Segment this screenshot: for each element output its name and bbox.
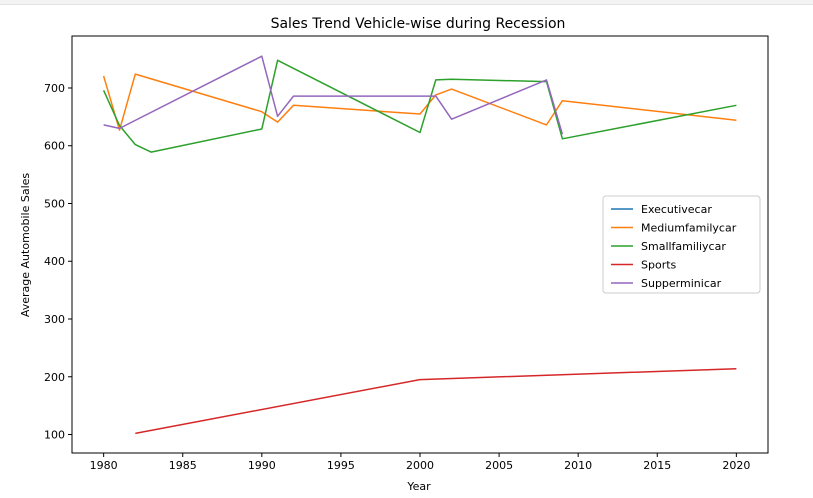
series-line-mediumfamilycar bbox=[102, 73, 737, 131]
legend-box bbox=[602, 195, 761, 294]
y-tick-label: 300 bbox=[44, 313, 65, 326]
notebook-output-border bbox=[0, 0, 813, 5]
x-tick-label: 1980 bbox=[90, 459, 118, 472]
series-line-sports bbox=[135, 367, 737, 435]
y-tick-label: 100 bbox=[44, 429, 65, 442]
legend-label: Supperminicar bbox=[641, 277, 722, 290]
x-tick-label: 2010 bbox=[564, 459, 592, 472]
x-tick-label: 2020 bbox=[722, 459, 750, 472]
y-axis: 100 200 300 400 500 600 700 bbox=[44, 82, 72, 442]
legend-label: Executivecar bbox=[641, 203, 712, 216]
series-line-smallfamiliycar bbox=[102, 59, 737, 153]
x-tick-label: 2005 bbox=[485, 459, 513, 472]
y-tick-label: 600 bbox=[44, 140, 65, 153]
series-lines bbox=[102, 55, 737, 435]
x-tick-label: 1990 bbox=[248, 459, 276, 472]
x-axis: 1980 1985 1990 1995 2000 2005 2010 2015 2020 bbox=[90, 453, 750, 472]
y-axis-title: Average Automobile Sales bbox=[19, 173, 32, 318]
y-tick-label: 700 bbox=[44, 82, 65, 95]
legend-label: Mediumfamilycar bbox=[641, 222, 737, 235]
x-axis-title: Year bbox=[406, 480, 431, 493]
x-tick-label: 1995 bbox=[327, 459, 355, 472]
y-tick-label: 200 bbox=[44, 371, 65, 384]
legend-label: Sports bbox=[641, 259, 677, 272]
legend: Executivecar Mediumfamilycar Smallfamiliyc… bbox=[602, 195, 761, 294]
series-line-supperminicar bbox=[103, 55, 564, 135]
legend-label: Smallfamiliycar bbox=[641, 240, 726, 253]
x-tick-label: 2000 bbox=[406, 459, 434, 472]
x-tick-label: 1985 bbox=[169, 459, 197, 472]
x-tick-label: 2015 bbox=[643, 459, 671, 472]
y-tick-label: 500 bbox=[44, 197, 65, 210]
y-tick-label: 400 bbox=[44, 255, 65, 268]
chart-title: Sales Trend Vehicle-wise during Recessio… bbox=[271, 16, 566, 32]
